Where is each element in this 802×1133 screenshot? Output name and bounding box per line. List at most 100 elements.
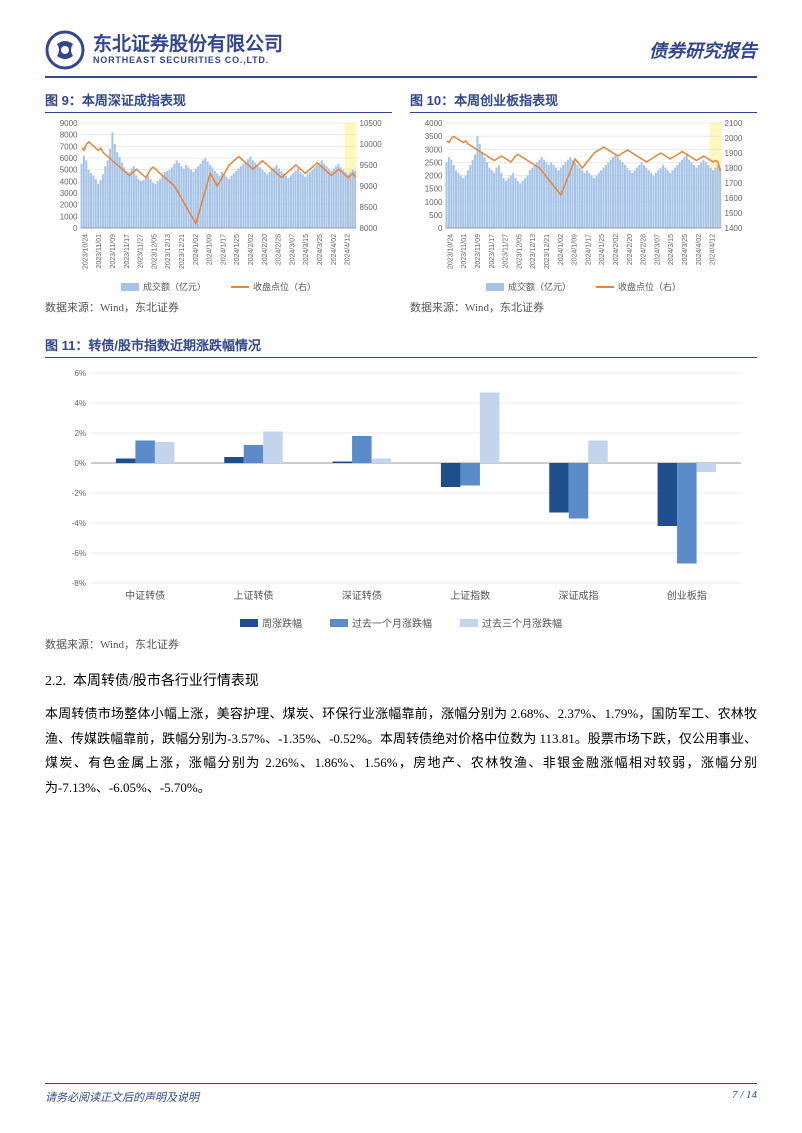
svg-text:2023/12/13: 2023/12/13 bbox=[530, 234, 537, 269]
svg-text:9000: 9000 bbox=[360, 182, 378, 191]
svg-text:上证转债: 上证转债 bbox=[234, 589, 274, 602]
svg-text:2023/10/24: 2023/10/24 bbox=[447, 234, 454, 269]
figure-9-chart: 0100020003000400050006000700080009000800… bbox=[45, 118, 392, 278]
svg-text:2024/3/15: 2024/3/15 bbox=[303, 234, 310, 265]
svg-text:中证转债: 中证转债 bbox=[125, 589, 165, 602]
figure-10-legend: 成交额（亿元） 收盘点位（右） bbox=[410, 280, 757, 293]
svg-text:2024/4/02: 2024/4/02 bbox=[696, 234, 703, 265]
svg-text:1400: 1400 bbox=[725, 224, 743, 233]
svg-text:500: 500 bbox=[429, 211, 443, 220]
svg-text:1500: 1500 bbox=[425, 185, 443, 194]
svg-text:2023/11/01: 2023/11/01 bbox=[461, 234, 468, 269]
svg-text:3500: 3500 bbox=[425, 132, 443, 141]
figure-9-title: 图 9：本周深证成指表现 bbox=[45, 90, 392, 113]
svg-text:2024/3/25: 2024/3/25 bbox=[682, 234, 689, 265]
company-name-cn: 东北证券股份有限公司 bbox=[93, 35, 283, 54]
svg-text:-4%: -4% bbox=[72, 519, 86, 528]
section-heading: 2.2. 本周转债/股市各行业行情表现 bbox=[45, 670, 757, 690]
svg-text:9500: 9500 bbox=[360, 161, 378, 170]
svg-text:2023/12/05: 2023/12/05 bbox=[516, 234, 523, 269]
svg-text:1600: 1600 bbox=[725, 194, 743, 203]
svg-text:上证指数: 上证指数 bbox=[450, 589, 490, 602]
svg-text:2024/1/17: 2024/1/17 bbox=[220, 234, 227, 265]
figure-row-top: 图 9：本周深证成指表现 010002000300040005000600070… bbox=[45, 90, 757, 329]
figure-11-chart: -8%-6%-4%-2%0%2%4%6%中证转债上证转债深证转债上证指数深证成指… bbox=[45, 363, 757, 613]
svg-text:2023/11/01: 2023/11/01 bbox=[96, 234, 103, 269]
svg-text:2024/4/02: 2024/4/02 bbox=[331, 234, 338, 265]
svg-text:2024/1/25: 2024/1/25 bbox=[234, 234, 241, 265]
svg-text:3000: 3000 bbox=[425, 145, 443, 154]
svg-text:深证转债: 深证转债 bbox=[342, 589, 382, 602]
svg-text:0: 0 bbox=[73, 224, 78, 233]
svg-text:深证成指: 深证成指 bbox=[559, 589, 599, 602]
figure-9-source: 数据来源：Wind，东北证券 bbox=[45, 299, 392, 315]
svg-text:2024/2/20: 2024/2/20 bbox=[262, 234, 269, 265]
body-paragraph: 本周转债市场整体小幅上涨，美容护理、煤炭、环保行业涨幅靠前，涨幅分别为 2.68… bbox=[45, 702, 757, 801]
figure-10-source: 数据来源：Wind，东北证券 bbox=[410, 299, 757, 315]
svg-text:2100: 2100 bbox=[725, 119, 743, 128]
svg-text:0: 0 bbox=[438, 224, 443, 233]
svg-text:2024/1/09: 2024/1/09 bbox=[572, 234, 579, 265]
report-type-label: 债券研究报告 bbox=[649, 37, 757, 63]
figure-10-title: 图 10：本周创业板指表现 bbox=[410, 90, 757, 113]
svg-text:2024/2/20: 2024/2/20 bbox=[627, 234, 634, 265]
svg-text:2024/3/07: 2024/3/07 bbox=[289, 234, 296, 265]
legend-label: 过去三个月涨跌幅 bbox=[482, 615, 562, 630]
legend-line-10: 收盘点位（右） bbox=[596, 280, 681, 293]
footer-page-number: 7 / 14 bbox=[732, 1089, 757, 1105]
legend-line-label: 收盘点位（右） bbox=[618, 280, 681, 293]
footer-disclaimer: 请务必阅读正文后的声明及说明 bbox=[45, 1089, 199, 1105]
svg-text:1000: 1000 bbox=[60, 212, 78, 221]
section-number: 2.2. bbox=[45, 674, 66, 689]
svg-text:-6%: -6% bbox=[72, 549, 86, 558]
svg-text:2024/3/07: 2024/3/07 bbox=[654, 234, 661, 265]
svg-text:2024/4/12: 2024/4/12 bbox=[710, 234, 717, 265]
svg-text:2024/4/12: 2024/4/12 bbox=[345, 234, 352, 265]
figure-9: 图 9：本周深证成指表现 010002000300040005000600070… bbox=[45, 90, 392, 329]
legend-bar-10: 成交额（亿元） bbox=[486, 280, 571, 293]
legend-bar-9: 成交额（亿元） bbox=[121, 280, 206, 293]
legend-bar-label: 成交额（亿元） bbox=[508, 280, 571, 293]
svg-text:2023/12/21: 2023/12/21 bbox=[179, 234, 186, 269]
svg-text:2024/1/02: 2024/1/02 bbox=[558, 234, 565, 265]
svg-text:2024/3/15: 2024/3/15 bbox=[668, 234, 675, 265]
svg-text:2023/11/09: 2023/11/09 bbox=[110, 234, 117, 269]
svg-text:2023/11/17: 2023/11/17 bbox=[489, 234, 496, 269]
svg-text:2023/10/24: 2023/10/24 bbox=[82, 234, 89, 269]
svg-text:2024/1/09: 2024/1/09 bbox=[207, 234, 214, 265]
svg-text:1800: 1800 bbox=[725, 164, 743, 173]
page-footer: 请务必阅读正文后的声明及说明 7 / 14 bbox=[45, 1083, 757, 1105]
legend-bar-label: 成交额（亿元） bbox=[143, 280, 206, 293]
svg-text:2023/11/27: 2023/11/27 bbox=[138, 234, 145, 269]
svg-text:6000: 6000 bbox=[60, 154, 78, 163]
svg-text:9000: 9000 bbox=[60, 119, 78, 128]
svg-text:4000: 4000 bbox=[425, 119, 443, 128]
svg-text:2000: 2000 bbox=[425, 172, 443, 181]
legend-line-9: 收盘点位（右） bbox=[231, 280, 316, 293]
svg-text:1900: 1900 bbox=[725, 149, 743, 158]
svg-text:10000: 10000 bbox=[360, 140, 383, 149]
figure-11-legend: 周涨跌幅 过去一个月涨跌幅 过去三个月涨跌幅 bbox=[45, 615, 757, 630]
svg-text:2023/12/13: 2023/12/13 bbox=[165, 234, 172, 269]
legend-label: 周涨跌幅 bbox=[262, 615, 302, 630]
svg-text:-8%: -8% bbox=[72, 579, 86, 588]
legend-series-2: 过去三个月涨跌幅 bbox=[460, 615, 562, 630]
svg-text:4%: 4% bbox=[74, 399, 86, 408]
svg-text:2023/11/09: 2023/11/09 bbox=[475, 234, 482, 269]
logo-text: 东北证券股份有限公司 NORTHEAST SECURITIES CO.,LTD. bbox=[93, 35, 283, 65]
svg-text:2024/2/02: 2024/2/02 bbox=[248, 234, 255, 265]
company-logo-icon bbox=[45, 30, 85, 70]
svg-text:2023/11/27: 2023/11/27 bbox=[503, 234, 510, 269]
svg-text:10500: 10500 bbox=[360, 119, 383, 128]
legend-series-1: 过去一个月涨跌幅 bbox=[330, 615, 432, 630]
svg-text:2%: 2% bbox=[74, 429, 86, 438]
page-header: 东北证券股份有限公司 NORTHEAST SECURITIES CO.,LTD.… bbox=[45, 30, 757, 78]
svg-text:8500: 8500 bbox=[360, 203, 378, 212]
svg-text:2024/1/17: 2024/1/17 bbox=[585, 234, 592, 265]
svg-text:8000: 8000 bbox=[60, 131, 78, 140]
svg-text:2024/3/25: 2024/3/25 bbox=[317, 234, 324, 265]
section-title-text: 本周转债/股市各行业行情表现 bbox=[73, 674, 259, 689]
svg-text:2024/2/28: 2024/2/28 bbox=[641, 234, 648, 265]
legend-label: 过去一个月涨跌幅 bbox=[352, 615, 432, 630]
svg-text:2500: 2500 bbox=[425, 158, 443, 167]
